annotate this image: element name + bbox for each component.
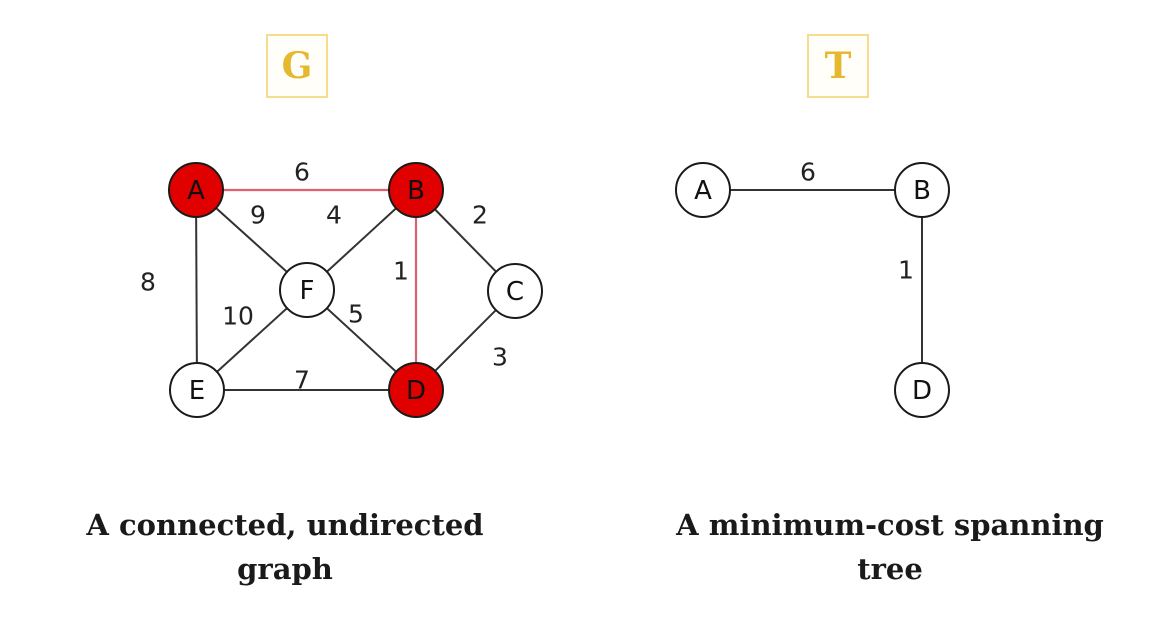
g-edge-weight-f-d: 5: [348, 300, 364, 329]
g-edge-weight-a-f: 9: [250, 201, 266, 230]
g-edge-weight-e-d: 7: [294, 366, 310, 395]
t-node-b: [894, 162, 950, 218]
g-node-label-c: C: [506, 277, 524, 307]
g-node-f: [279, 262, 335, 318]
g-edge-weight-b-f: 4: [326, 201, 342, 230]
t-node-a: [675, 162, 731, 218]
t-node-label-a: A: [694, 176, 712, 206]
g-edge-weight-a-b: 6: [294, 158, 310, 187]
t-edge-weight-b-d: 1: [898, 256, 914, 285]
graph-g-caption-line2: graph: [237, 552, 333, 586]
g-edge-weight-b-c: 2: [472, 201, 488, 230]
g-node-label-e: E: [189, 376, 205, 406]
graph-g-title: G: [266, 34, 328, 98]
tree-t-layer: 6 1 A B D: [675, 158, 950, 418]
g-edge-weight-c-d: 3: [492, 343, 508, 372]
graph-g-caption-line1: A connected, undirected: [86, 508, 484, 542]
g-node-b: [388, 162, 444, 218]
g-node-d: [388, 362, 444, 418]
g-node-label-d: D: [406, 376, 426, 406]
t-node-label-d: D: [912, 376, 932, 406]
tree-t-title: T: [807, 34, 869, 98]
g-edge-weight-b-d: 1: [393, 257, 409, 286]
tree-t-caption-line1: A minimum-cost spanning: [676, 508, 1104, 542]
t-edge-weight-a-b: 6: [800, 158, 816, 187]
g-node-label-f: F: [300, 276, 315, 306]
tree-t-caption: A minimum-cost spanning tree: [640, 503, 1140, 591]
g-edge-a-e: [195, 189, 198, 391]
t-node-label-b: B: [913, 176, 931, 206]
g-edge-weight-f-e: 10: [222, 302, 254, 331]
g-edge-weight-a-e: 8: [140, 268, 156, 297]
t-node-d: [894, 362, 950, 418]
g-node-c: [487, 263, 543, 319]
g-node-label-b: B: [407, 176, 425, 206]
graph-g-caption: A connected, undirected graph: [50, 503, 520, 591]
tree-t-caption-line2: tree: [857, 552, 923, 586]
g-node-label-a: A: [187, 176, 205, 206]
g-node-a: [168, 162, 224, 218]
graph-g-layer: 69 8 4 2 1 10 5 3 7 A B C D E F: [140, 158, 543, 418]
g-node-e: [169, 362, 225, 418]
